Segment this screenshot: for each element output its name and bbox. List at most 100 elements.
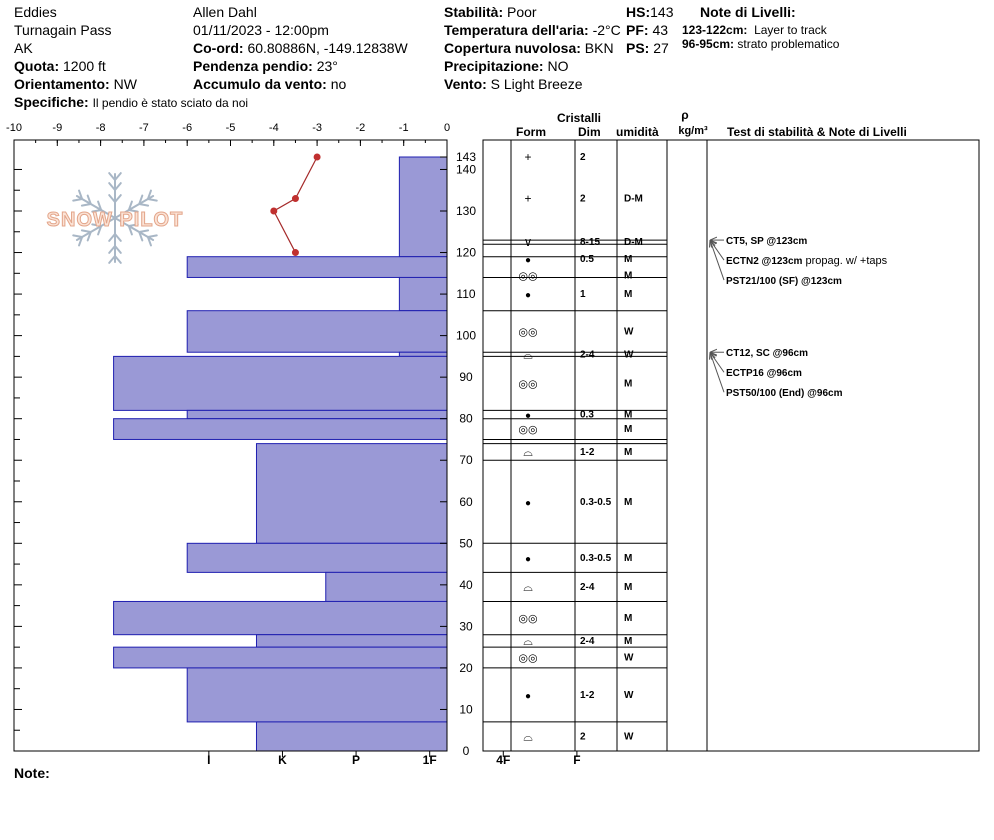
hardness-bar (113, 600, 448, 636)
snow-height: HS:143 (626, 4, 674, 20)
moisture: W (624, 731, 634, 742)
snowflake-branch (86, 194, 92, 205)
slope-angle: Pendenza pendio: 23° (193, 58, 338, 74)
crystal-size: 2 (580, 194, 586, 205)
crystal-form: ⌓ (523, 580, 533, 594)
snowflake-branch (127, 223, 139, 227)
snowflake-branch (138, 203, 150, 207)
crystal-form: ∨ (524, 235, 533, 249)
snowflake-branch (114, 194, 122, 203)
temp-tick-label: -1 (399, 122, 409, 134)
observation-datetime: 01/11/2023 - 12:00pm (193, 22, 329, 38)
crystal-form: ● (525, 290, 531, 301)
air-temperature: Temperatura dell'aria: -2°C (444, 22, 621, 38)
size-header: Dim (578, 125, 601, 139)
sky-cover: Copertura nuvolosa: BKN (444, 40, 614, 56)
temperature-line (273, 156, 318, 253)
specifics: Specifiche: Il pendio è stato sciato da … (14, 94, 248, 111)
stability-tests: CT5, SP @123cm ECTN2 @123cm propag. w/ +t… (710, 236, 888, 399)
hardness-bar (113, 355, 448, 411)
layer-notes-title: Note di Livelli: (700, 4, 796, 20)
pf-value: 43 (652, 22, 669, 38)
height-tick-label: 40 (459, 578, 473, 592)
crystal-form: ◎◎ (518, 424, 537, 436)
snowflake-arm (114, 217, 155, 241)
hardness-bar (398, 351, 448, 357)
temp-tick-label: -2 (356, 122, 366, 134)
stability-test-result: ECTP16 @96cm (726, 368, 802, 379)
ps-value: 27 (653, 40, 669, 56)
foot-penetration: PF: 43 (626, 22, 669, 38)
crystal-form: ◎◎ (518, 270, 537, 282)
wind-loading-value: no (330, 76, 347, 92)
moisture: D-M (624, 237, 643, 248)
hardness-bar (255, 721, 448, 752)
height-tick-label: 60 (459, 495, 473, 509)
snowpilot-logo: SNOW PILOT (46, 172, 183, 264)
air-temp-value: -2°C (592, 22, 621, 38)
height-tick-label: 143 (456, 150, 476, 164)
snowflake-branch (78, 189, 84, 200)
hardness-bar (186, 256, 448, 278)
snowflake-branch (108, 245, 116, 254)
height-tick-label: 30 (459, 619, 473, 633)
hs-value: 143 (650, 4, 674, 20)
moisture: M (624, 497, 632, 508)
precip-value: NO (547, 58, 569, 74)
crystal-size: 0.3 (580, 410, 594, 421)
crystal-size: 0.3-0.5 (580, 497, 612, 508)
moisture: W (624, 349, 634, 360)
hardness-bar (186, 667, 448, 723)
crystal-form: ◎◎ (518, 653, 537, 665)
moisture: M (624, 270, 632, 281)
crystal-form: ● (525, 691, 531, 702)
moisture: M (624, 289, 632, 300)
test-arrow (710, 240, 725, 281)
snowflake-branch (114, 172, 122, 181)
specifics-value: Il pendio è stato sciato da noi (92, 96, 249, 110)
crystal-size: 8-15 (580, 237, 600, 248)
hardness-tick-label: 4F (496, 753, 510, 767)
moisture: D-M (624, 194, 643, 205)
height-tick-label: 90 (459, 370, 473, 384)
hardness-tick-label: 1F (423, 753, 437, 767)
snowflake-branch (114, 255, 122, 264)
snowflake-branch (108, 172, 116, 181)
moisture: M (624, 424, 632, 435)
stability-test-note: propag. w/ +taps (802, 255, 887, 267)
coord-label: Co-ord: (193, 40, 244, 56)
snowflake-branch (108, 255, 116, 264)
layer-note-range: 123-122cm: (682, 23, 748, 37)
crystal-form: ● (525, 411, 531, 422)
moisture: M (624, 582, 632, 593)
crystal-size: 2 (580, 152, 586, 163)
snowflake-arm (75, 195, 116, 219)
table-frame (482, 139, 980, 752)
moisture: W (624, 326, 634, 337)
elevation-label: Quota: (14, 58, 60, 74)
snowflake-branch (127, 225, 133, 236)
temp-tick-label: -6 (182, 122, 192, 134)
snowflake-branch (114, 245, 122, 254)
crystal-form: ● (525, 498, 531, 509)
wind-label: Vento: (444, 76, 487, 92)
specifics-label: Specifiche: (14, 94, 89, 110)
hardness-bar (186, 409, 448, 420)
moisture: M (624, 447, 632, 458)
crystal-size: 1-2 (580, 447, 595, 458)
height-tick-label: 120 (456, 246, 476, 260)
stability-test-result: PST21/100 (SF) @123cm (726, 276, 842, 287)
temp-tick-label: 0 (444, 122, 450, 134)
snowflake-branch (108, 233, 116, 242)
precipitation: Precipitazione: NO (444, 58, 568, 74)
crystal-form: ⌓ (523, 729, 533, 743)
temp-tick-label: -8 (96, 122, 106, 134)
hs-label: HS: (626, 4, 651, 20)
height-tick-label: 80 (459, 412, 473, 426)
observer-name: Allen Dahl (193, 4, 257, 20)
air-temp-label: Temperatura dell'aria: (444, 22, 589, 38)
elevation-value: 1200 ft (63, 58, 106, 74)
coordinates: Co-ord: 60.80886N, -149.12838W (193, 40, 408, 56)
crystal-size: 0.5 (580, 254, 594, 265)
snowflake-arm (114, 195, 155, 219)
